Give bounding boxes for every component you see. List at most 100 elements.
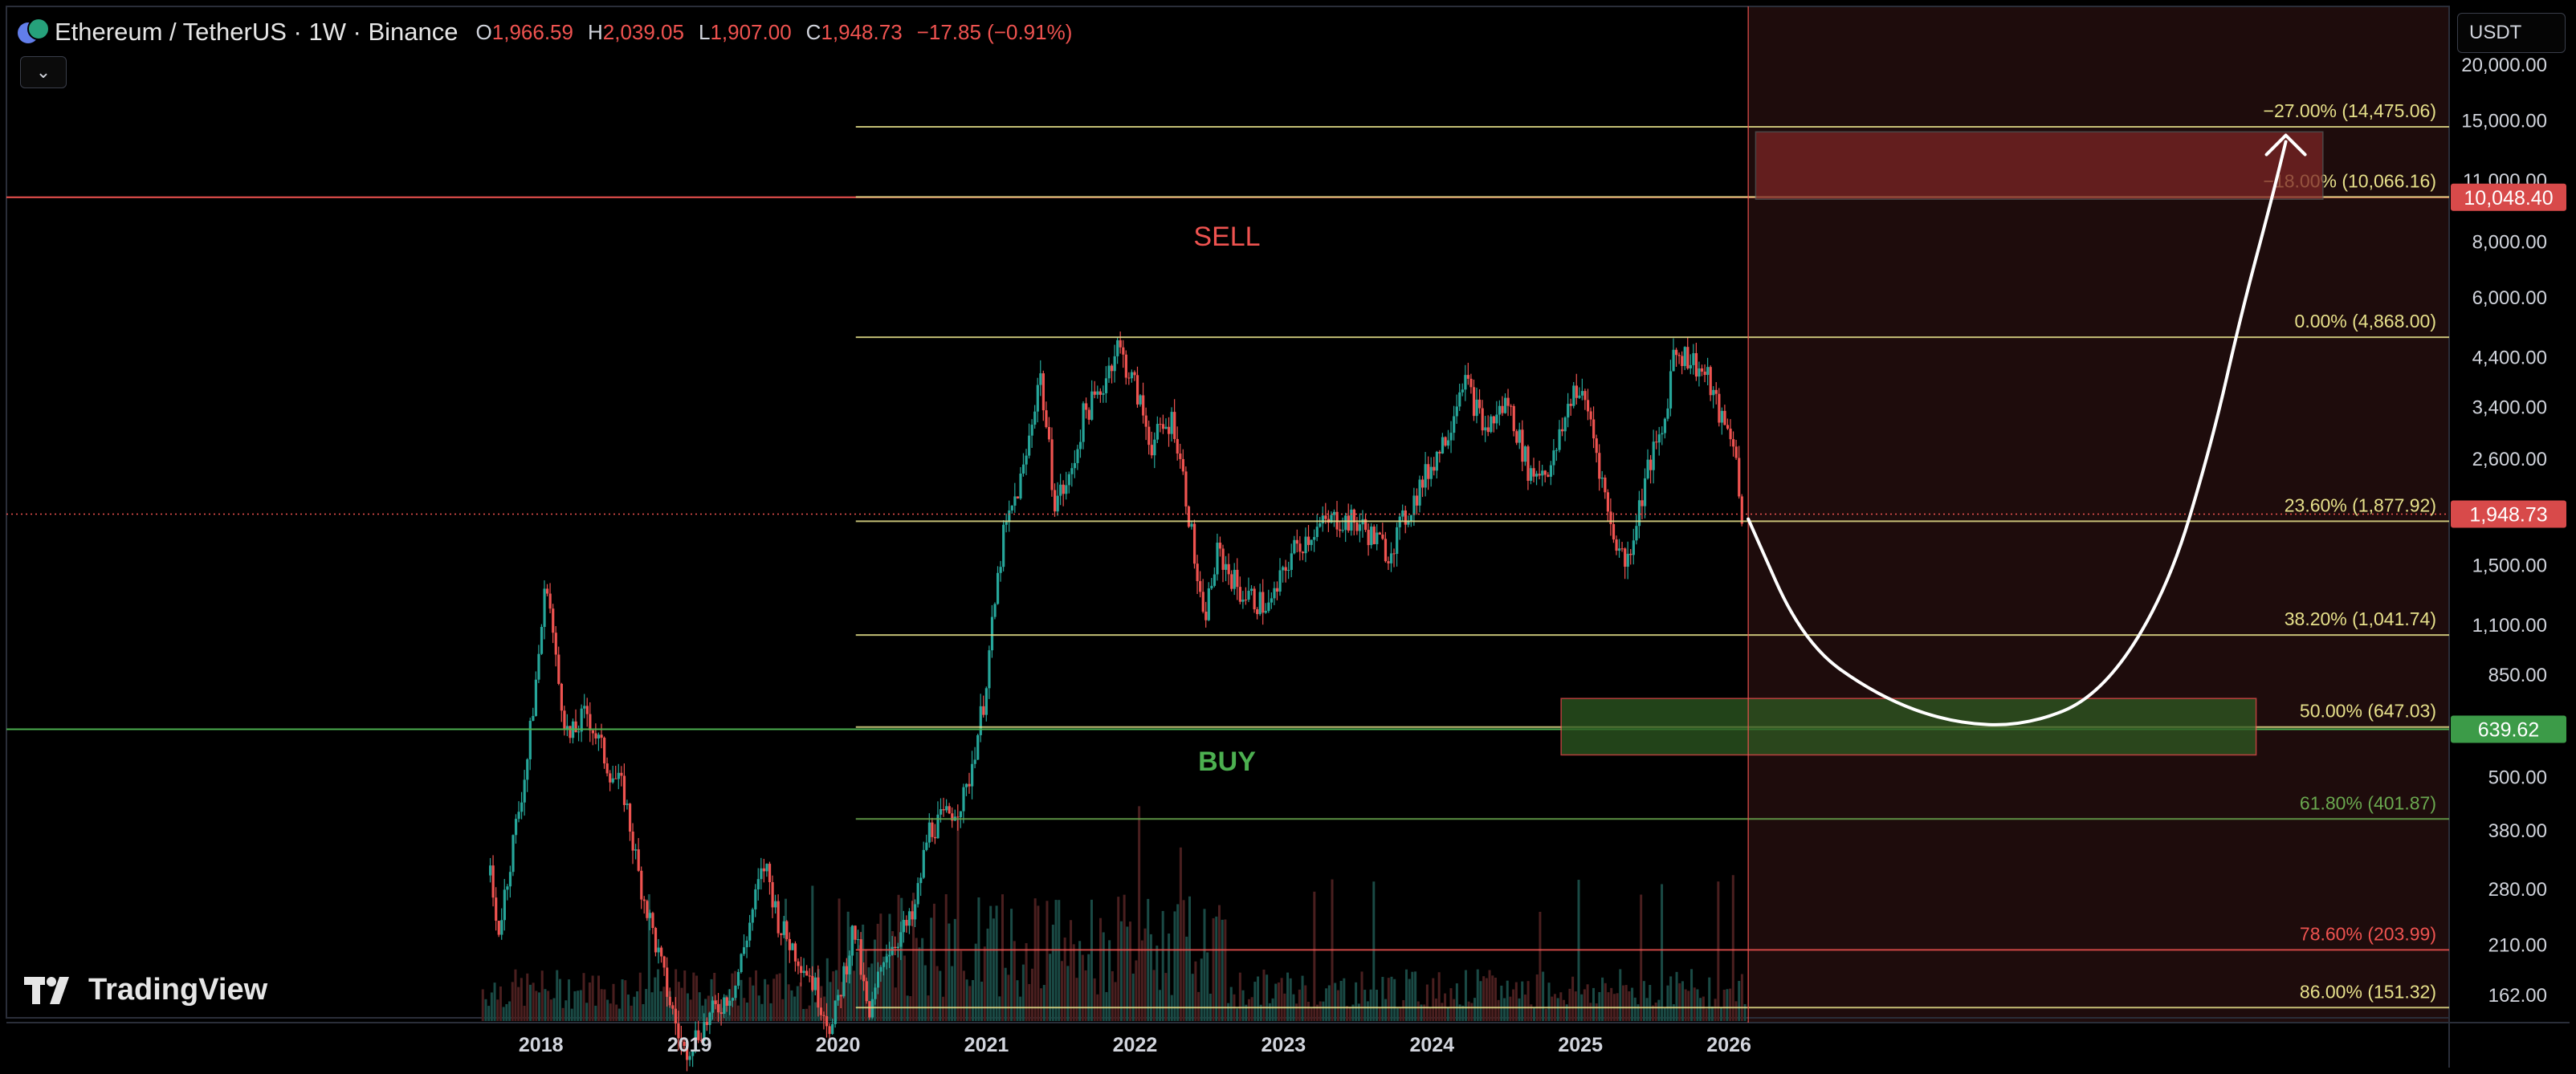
- volume-bar: [1033, 898, 1037, 1021]
- candle-body: [1738, 458, 1741, 497]
- candle-body: [1709, 367, 1712, 396]
- volume-bar: [915, 938, 918, 1021]
- volume-bar: [1563, 999, 1566, 1021]
- volume-bar: [1672, 1004, 1675, 1021]
- volume-bar: [1117, 897, 1120, 1021]
- candle-body: [583, 706, 586, 709]
- y-tick-label-13: 280.00: [2488, 879, 2547, 901]
- volume-bar: [1140, 940, 1143, 1021]
- candle-body: [1407, 520, 1410, 525]
- candle-body: [1144, 415, 1147, 427]
- volume-bar: [1238, 972, 1241, 1021]
- indicator-dropdown-button[interactable]: ⌄: [20, 56, 67, 88]
- volume-bar: [1661, 884, 1664, 1021]
- volume-bar: [600, 989, 603, 1021]
- candle-body: [1008, 510, 1011, 523]
- candle-body: [1321, 515, 1324, 523]
- tradingview-logo[interactable]: TradingView: [24, 973, 267, 1007]
- candle-body: [1521, 429, 1524, 462]
- volume-bar: [930, 917, 933, 1021]
- symbol-title[interactable]: Ethereum / TetherUS · 1W · Binance: [55, 18, 459, 46]
- candle-body: [1641, 500, 1644, 506]
- candle-body: [1629, 553, 1632, 555]
- volume-bar: [850, 926, 853, 1021]
- candle-body: [951, 813, 954, 821]
- volume-bar: [808, 1005, 811, 1021]
- volume-bar: [748, 977, 752, 1021]
- candle-body: [1458, 392, 1461, 407]
- volume-bar: [1025, 942, 1028, 1021]
- volume-bar: [585, 1003, 589, 1021]
- candle-body: [563, 710, 566, 729]
- projection-path[interactable]: [1747, 140, 2288, 726]
- candle-body: [1692, 352, 1695, 365]
- sell-zone-box[interactable]: [1755, 131, 2324, 200]
- candle-body: [651, 913, 654, 929]
- candle-body: [1734, 446, 1738, 458]
- volume-bar: [1642, 981, 1645, 1021]
- volume-bar: [1449, 988, 1453, 1021]
- candle-body: [813, 977, 817, 991]
- candle-body: [1681, 356, 1684, 367]
- candle-body: [1005, 522, 1008, 525]
- candle-body: [842, 966, 846, 997]
- volume-bar: [1533, 1007, 1536, 1021]
- volume-bar: [909, 995, 912, 1021]
- candle-body: [594, 733, 597, 738]
- volume-bar: [1681, 981, 1684, 1021]
- volume-bar: [1351, 1004, 1355, 1021]
- volume-bar: [603, 989, 606, 1021]
- sell-line-badge: 10,048.40: [2464, 187, 2553, 210]
- volume-bar: [1253, 982, 1257, 1021]
- candle-body: [751, 909, 754, 923]
- candle-body: [548, 593, 552, 609]
- candle-body: [1122, 347, 1125, 355]
- candle-body: [1307, 536, 1310, 545]
- volume-bar: [986, 928, 989, 1021]
- volume-bar: [992, 918, 995, 1021]
- candle-body: [1635, 526, 1638, 541]
- fib-level-label-5: 50.00% (647.03): [2300, 701, 2436, 722]
- candle-body: [631, 831, 634, 851]
- candle-body: [808, 975, 811, 977]
- candle-body: [1304, 536, 1307, 554]
- volume-bar: [829, 982, 832, 1021]
- candle-body: [911, 911, 914, 920]
- volume-bar: [1551, 996, 1554, 1021]
- volume-bar: [556, 970, 559, 1021]
- candle-body: [931, 822, 934, 837]
- y-tick-label-8: 1,500.00: [2472, 555, 2547, 576]
- candle-body: [520, 802, 524, 812]
- candle-body: [1481, 408, 1484, 431]
- volume-bar: [1722, 989, 1726, 1021]
- candle-body: [1096, 391, 1099, 395]
- volume-bar: [493, 982, 496, 1021]
- volume-bar: [725, 995, 728, 1021]
- candle-body: [1181, 458, 1184, 472]
- volume-bar: [514, 969, 517, 1021]
- candle-body: [984, 688, 988, 715]
- fib-level-label-2: 0.00% (4,868.00): [2295, 311, 2436, 332]
- y-tick-label-3: 8,000.00: [2472, 232, 2547, 254]
- candle-body: [828, 1026, 831, 1035]
- candle-body: [1466, 375, 1470, 379]
- volume-bar: [1381, 977, 1384, 1021]
- volume-bar: [713, 972, 716, 1021]
- candle-body: [1301, 551, 1305, 554]
- candle-body: [1364, 519, 1367, 531]
- candle-body: [1078, 441, 1082, 450]
- volume-bar: [1245, 1004, 1248, 1021]
- candle-body: [734, 985, 737, 999]
- volume-bar: [1182, 900, 1185, 1021]
- candle-body: [1367, 530, 1370, 546]
- currency-selector[interactable]: USDT: [2457, 13, 2566, 53]
- candle-body: [1082, 403, 1085, 442]
- volume-bar: [1503, 998, 1506, 1021]
- candle-body: [1643, 478, 1647, 506]
- volume-bar: [769, 1003, 772, 1021]
- candle-body: [1469, 378, 1473, 388]
- candle-body: [557, 654, 560, 684]
- volume-bar: [484, 999, 487, 1021]
- candle-body: [1396, 527, 1399, 554]
